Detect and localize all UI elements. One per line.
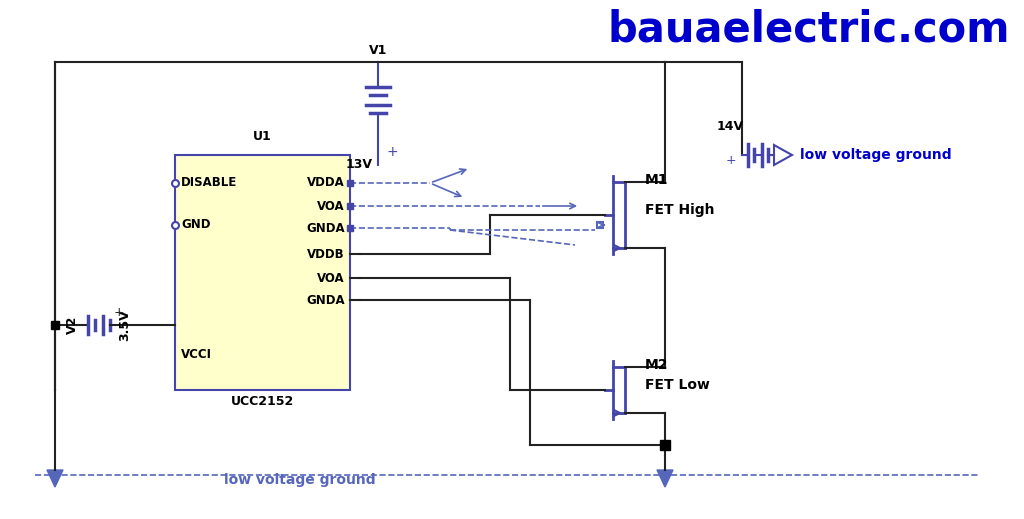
Text: +: + xyxy=(114,307,125,320)
Text: 3.5V: 3.5V xyxy=(119,309,131,341)
Text: V2: V2 xyxy=(66,316,79,334)
Text: UCC2152: UCC2152 xyxy=(230,395,294,408)
Text: FET High: FET High xyxy=(645,203,715,217)
Text: low voltage ground: low voltage ground xyxy=(224,473,376,487)
Text: 13V: 13V xyxy=(346,158,373,171)
Text: VOA: VOA xyxy=(317,271,345,284)
Text: V1: V1 xyxy=(369,44,387,57)
Text: VDDB: VDDB xyxy=(307,248,345,261)
Text: GNDA: GNDA xyxy=(306,294,345,307)
Text: DISABLE: DISABLE xyxy=(181,176,238,189)
Text: 14V: 14V xyxy=(717,120,743,133)
Text: +: + xyxy=(386,145,397,159)
Text: VCCI: VCCI xyxy=(181,348,212,362)
Text: M1: M1 xyxy=(645,173,669,187)
Text: GND: GND xyxy=(181,218,211,231)
Text: FET Low: FET Low xyxy=(645,378,710,392)
Text: VDDA: VDDA xyxy=(307,176,345,189)
Bar xyxy=(175,155,350,390)
Text: GNDA: GNDA xyxy=(306,222,345,235)
Text: M2: M2 xyxy=(645,358,669,372)
Text: VOA: VOA xyxy=(317,199,345,212)
Text: U1: U1 xyxy=(253,130,271,143)
Text: low voltage ground: low voltage ground xyxy=(800,148,951,162)
Polygon shape xyxy=(657,470,673,487)
Text: bauaelectric.com: bauaelectric.com xyxy=(607,8,1010,50)
Polygon shape xyxy=(47,470,63,487)
Text: +: + xyxy=(726,154,736,167)
